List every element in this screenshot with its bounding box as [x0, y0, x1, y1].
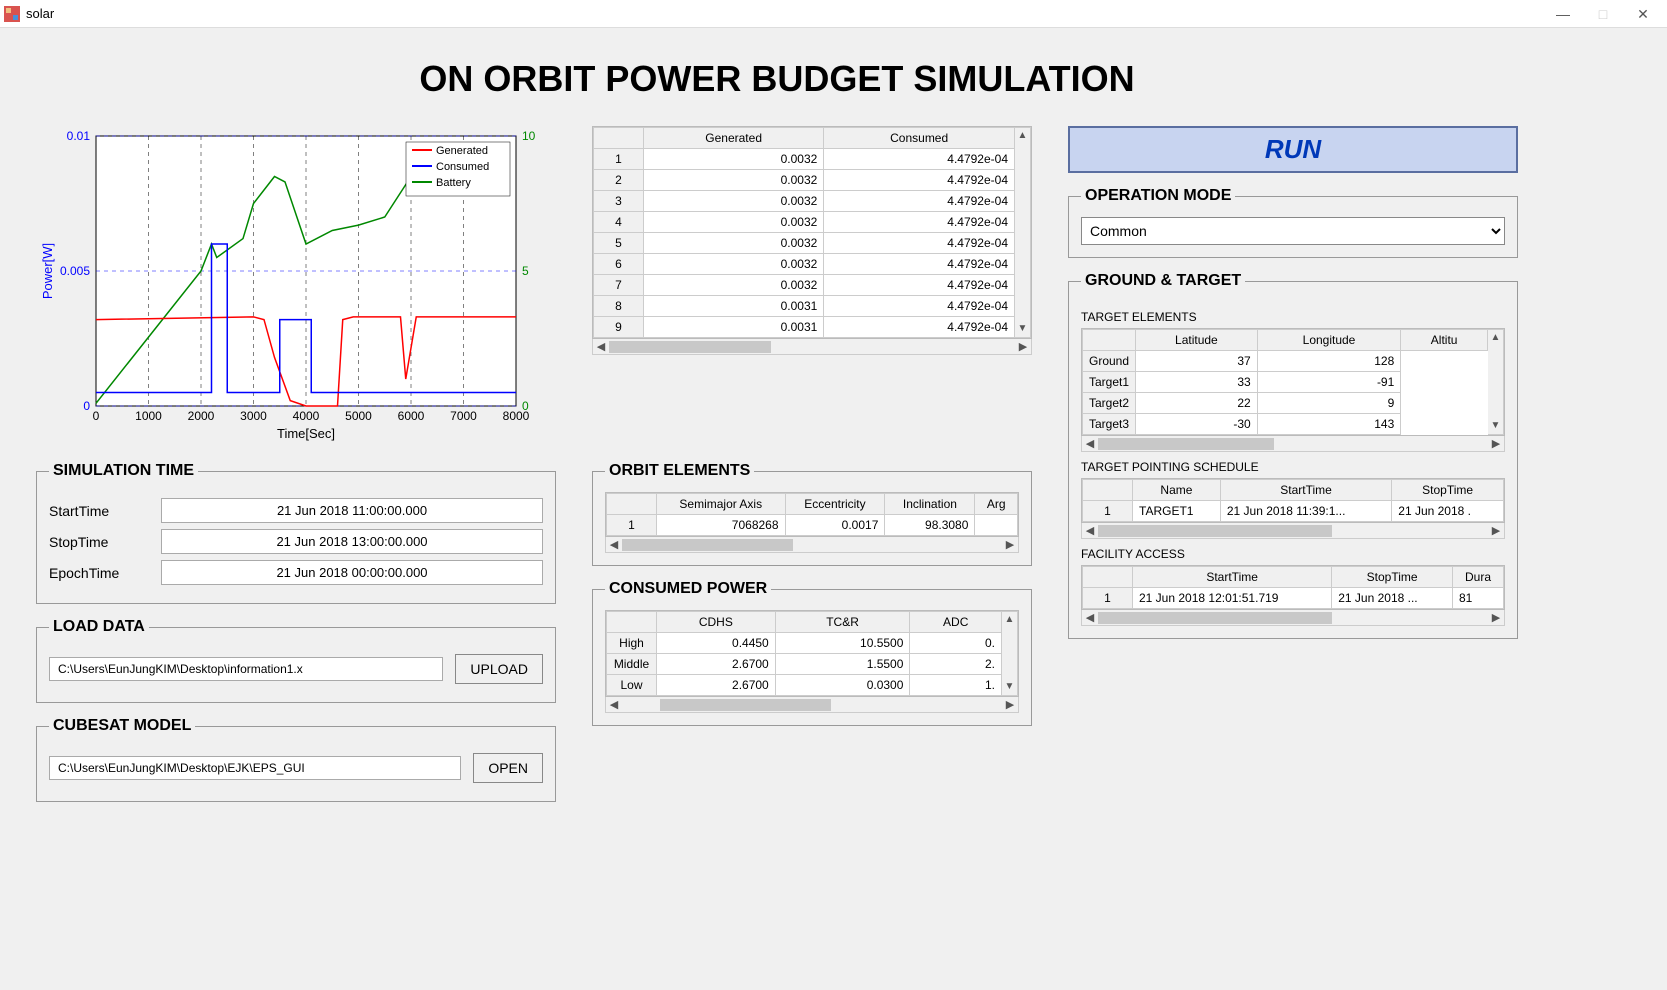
- close-button[interactable]: ✕: [1623, 2, 1663, 26]
- svg-text:0: 0: [83, 399, 90, 413]
- operation-mode-panel: OPERATION MODE Common: [1068, 187, 1518, 258]
- svg-text:5000: 5000: [345, 409, 372, 423]
- ground-target-legend: GROUND & TARGET: [1081, 272, 1245, 290]
- consumed-power-legend: CONSUMED POWER: [605, 580, 771, 598]
- consumed-power-table[interactable]: CDHSTC&RADCHigh0.445010.55000.Middle2.67…: [606, 611, 1002, 696]
- scroll-right-icon[interactable]: ▶: [1488, 524, 1504, 537]
- cubesat-model-legend: CUBESAT MODEL: [49, 717, 195, 735]
- access-hscroll[interactable]: ◀ ▶: [1081, 610, 1505, 626]
- power-table-vscroll[interactable]: ▲ ▼: [1015, 127, 1031, 338]
- target-elements-label: TARGET ELEMENTS: [1081, 310, 1505, 324]
- scroll-down-icon[interactable]: ▼: [1005, 679, 1015, 695]
- power-table-hscroll[interactable]: ◀ ▶: [592, 339, 1032, 355]
- scroll-right-icon[interactable]: ▶: [1488, 437, 1504, 450]
- scroll-left-icon[interactable]: ◀: [593, 340, 609, 353]
- load-data-legend: LOAD DATA: [49, 618, 149, 636]
- svg-text:Time[Sec]: Time[Sec]: [277, 426, 335, 441]
- consumed-vscroll[interactable]: ▲ ▼: [1002, 611, 1018, 696]
- facility-access-label: FACILITY ACCESS: [1081, 547, 1505, 561]
- orbit-elements-table[interactable]: Semimajor AxisEccentricityInclinationArg…: [606, 493, 1018, 536]
- target-elements-table[interactable]: LatitudeLongitudeAltituGround37128Target…: [1082, 329, 1488, 435]
- scroll-up-icon[interactable]: ▲: [1018, 128, 1028, 144]
- window-title: solar: [26, 6, 1543, 21]
- open-button[interactable]: OPEN: [473, 753, 543, 783]
- starttime-label: StartTime: [49, 503, 149, 519]
- target-schedule-label: TARGET POINTING SCHEDULE: [1081, 460, 1505, 474]
- svg-text:6000: 6000: [398, 409, 425, 423]
- scroll-right-icon[interactable]: ▶: [1488, 611, 1504, 624]
- svg-text:Power[W]: Power[W]: [40, 243, 55, 299]
- svg-text:3000: 3000: [240, 409, 267, 423]
- simulation-time-legend: SIMULATION TIME: [49, 462, 198, 480]
- consumed-hscroll[interactable]: ◀ ▶: [605, 697, 1019, 713]
- stoptime-input[interactable]: 21 Jun 2018 13:00:00.000: [161, 529, 543, 554]
- svg-text:2000: 2000: [188, 409, 215, 423]
- svg-text:1000: 1000: [135, 409, 162, 423]
- scroll-right-icon[interactable]: ▶: [1002, 698, 1018, 711]
- operation-mode-select[interactable]: Common: [1081, 217, 1505, 245]
- power-chart: 01000200030004000500060007000800000.0050…: [36, 126, 556, 446]
- scroll-left-icon[interactable]: ◀: [1082, 524, 1098, 537]
- svg-text:0.01: 0.01: [67, 129, 91, 143]
- scroll-up-icon[interactable]: ▲: [1491, 330, 1501, 346]
- scroll-left-icon[interactable]: ◀: [1082, 437, 1098, 450]
- target-elem-vscroll[interactable]: ▲ ▼: [1488, 329, 1504, 435]
- scroll-left-icon[interactable]: ◀: [606, 538, 622, 551]
- power-table[interactable]: GeneratedConsumed10.00324.4792e-0420.003…: [593, 127, 1015, 338]
- svg-text:5: 5: [522, 264, 529, 278]
- scroll-down-icon[interactable]: ▼: [1018, 321, 1028, 337]
- svg-text:7000: 7000: [450, 409, 477, 423]
- orbit-elements-legend: ORBIT ELEMENTS: [605, 462, 754, 480]
- load-data-path[interactable]: C:\Users\EunJungKIM\Desktop\information1…: [49, 657, 443, 681]
- cubesat-path[interactable]: C:\Users\EunJungKIM\Desktop\EJK\EPS_GUI: [49, 756, 461, 780]
- scroll-up-icon[interactable]: ▲: [1005, 612, 1015, 628]
- schedule-hscroll[interactable]: ◀ ▶: [1081, 523, 1505, 539]
- scroll-down-icon[interactable]: ▼: [1491, 418, 1501, 434]
- epochtime-input[interactable]: 21 Jun 2018 00:00:00.000: [161, 560, 543, 585]
- upload-button[interactable]: UPLOAD: [455, 654, 543, 684]
- stoptime-label: StopTime: [49, 534, 149, 550]
- svg-text:Battery: Battery: [436, 177, 471, 189]
- orbit-hscroll[interactable]: ◀ ▶: [605, 537, 1019, 553]
- app-icon: [4, 6, 20, 22]
- svg-text:Consumed: Consumed: [436, 161, 489, 173]
- power-table-wrap: GeneratedConsumed10.00324.4792e-0420.003…: [592, 126, 1032, 446]
- app-window: solar — □ ✕ ON ORBIT POWER BUDGET SIMULA…: [0, 0, 1667, 990]
- starttime-input[interactable]: 21 Jun 2018 11:00:00.000: [161, 498, 543, 523]
- svg-text:0: 0: [93, 409, 100, 423]
- simulation-time-panel: SIMULATION TIME StartTime 21 Jun 2018 11…: [36, 462, 556, 604]
- load-data-panel: LOAD DATA C:\Users\EunJungKIM\Desktop\in…: [36, 618, 556, 703]
- operation-mode-legend: OPERATION MODE: [1081, 187, 1235, 205]
- scroll-left-icon[interactable]: ◀: [606, 698, 622, 711]
- orbit-elements-panel: ORBIT ELEMENTS Semimajor AxisEccentricit…: [592, 462, 1032, 566]
- target-elem-hscroll[interactable]: ◀ ▶: [1081, 436, 1505, 452]
- titlebar: solar — □ ✕: [0, 0, 1667, 28]
- scroll-right-icon[interactable]: ▶: [1002, 538, 1018, 551]
- page-title: ON ORBIT POWER BUDGET SIMULATION: [36, 58, 1518, 100]
- consumed-power-panel: CONSUMED POWER CDHSTC&RADCHigh0.445010.5…: [592, 580, 1032, 726]
- scroll-left-icon[interactable]: ◀: [1082, 611, 1098, 624]
- epochtime-label: EpochTime: [49, 565, 149, 581]
- chart-svg: 01000200030004000500060007000800000.0050…: [36, 126, 556, 446]
- run-button[interactable]: RUN: [1068, 126, 1518, 173]
- svg-text:4000: 4000: [293, 409, 320, 423]
- scroll-right-icon[interactable]: ▶: [1015, 340, 1031, 353]
- main-panel: ON ORBIT POWER BUDGET SIMULATION 0100020…: [0, 28, 1667, 990]
- minimize-button[interactable]: —: [1543, 2, 1583, 26]
- svg-text:0.005: 0.005: [60, 264, 90, 278]
- cubesat-model-panel: CUBESAT MODEL C:\Users\EunJungKIM\Deskto…: [36, 717, 556, 802]
- svg-text:Generated: Generated: [436, 145, 488, 157]
- facility-access-table[interactable]: StartTimeStopTimeDura121 Jun 2018 12:01:…: [1082, 566, 1504, 609]
- svg-text:10: 10: [522, 129, 536, 143]
- ground-target-panel: GROUND & TARGET TARGET ELEMENTS Latitude…: [1068, 272, 1518, 639]
- target-schedule-table[interactable]: NameStartTimeStopTime1TARGET121 Jun 2018…: [1082, 479, 1504, 522]
- svg-text:0: 0: [522, 399, 529, 413]
- maximize-button[interactable]: □: [1583, 2, 1623, 26]
